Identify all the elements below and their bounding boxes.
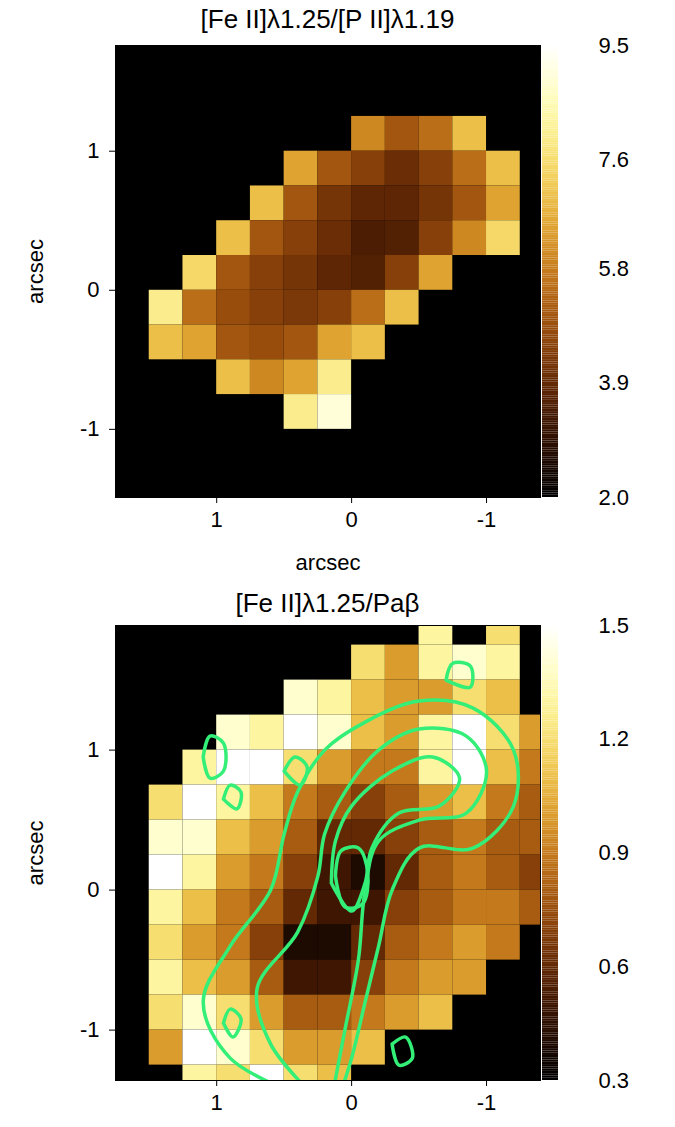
html-text:[Fe II]λ1.25/[P II]λ1.19: [Fe II]λ1.25/[P II]λ1.19 [200,4,455,34]
svg-text:0.9: 0.9 [599,840,630,865]
svg-text:0: 0 [87,877,99,902]
svg-text:1.2: 1.2 [599,726,630,751]
svg-text:0.3: 0.3 [599,1068,630,1093]
svg-text:1.5: 1.5 [599,613,630,638]
html-text:[Fe II]λ1.25/Paβ: [Fe II]λ1.25/Paβ [235,588,420,618]
svg-text:0: 0 [345,507,357,532]
svg-text:2.0: 2.0 [599,485,630,510]
svg-text:1: 1 [87,138,99,163]
svg-text:5.8: 5.8 [599,256,630,281]
svg-text:0: 0 [345,1090,357,1115]
svg-text:7.6: 7.6 [599,147,630,172]
svg-text:-1: -1 [80,416,100,441]
svg-text:arcsec: arcsec [23,239,48,304]
svg-text:arcsec: arcsec [296,550,361,575]
svg-text:0: 0 [87,277,99,302]
svg-text:-1: -1 [477,1090,497,1115]
svg-text:0.6: 0.6 [599,954,630,979]
svg-text:9.5: 9.5 [599,33,630,58]
svg-text:1: 1 [87,737,99,762]
svg-text:1: 1 [211,1090,223,1115]
svg-text:3.9: 3.9 [599,370,630,395]
svg-text:-1: -1 [477,507,497,532]
svg-text:-1: -1 [80,1017,100,1042]
svg-text:arcsec: arcsec [23,821,48,886]
svg-text:1: 1 [211,507,223,532]
